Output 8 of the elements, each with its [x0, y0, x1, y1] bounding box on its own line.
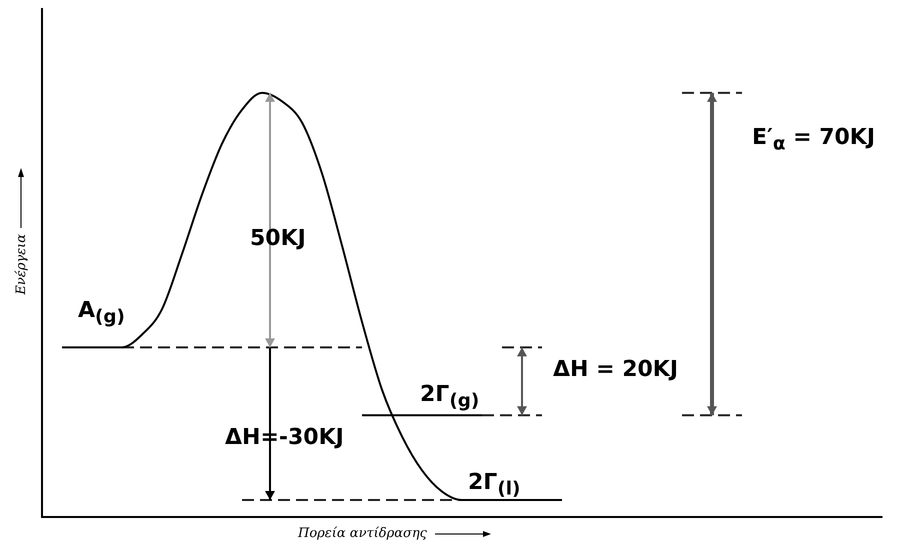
annotation: E′$_{α}$ = 70KJ [752, 125, 876, 154]
annotation: 2Γ$_{(l)}$ [468, 470, 520, 500]
x-axis-title: Πορεία αντίδρασης [298, 526, 427, 541]
annotation: ΔH = 20KJ [553, 357, 678, 382]
y-axis-title: Ενέργεια [14, 234, 28, 295]
annotation: A$_{(g)}$ [78, 298, 125, 328]
annotation: 50KJ [250, 226, 306, 251]
annotation: 2Γ$_{(g)}$ [420, 382, 480, 412]
